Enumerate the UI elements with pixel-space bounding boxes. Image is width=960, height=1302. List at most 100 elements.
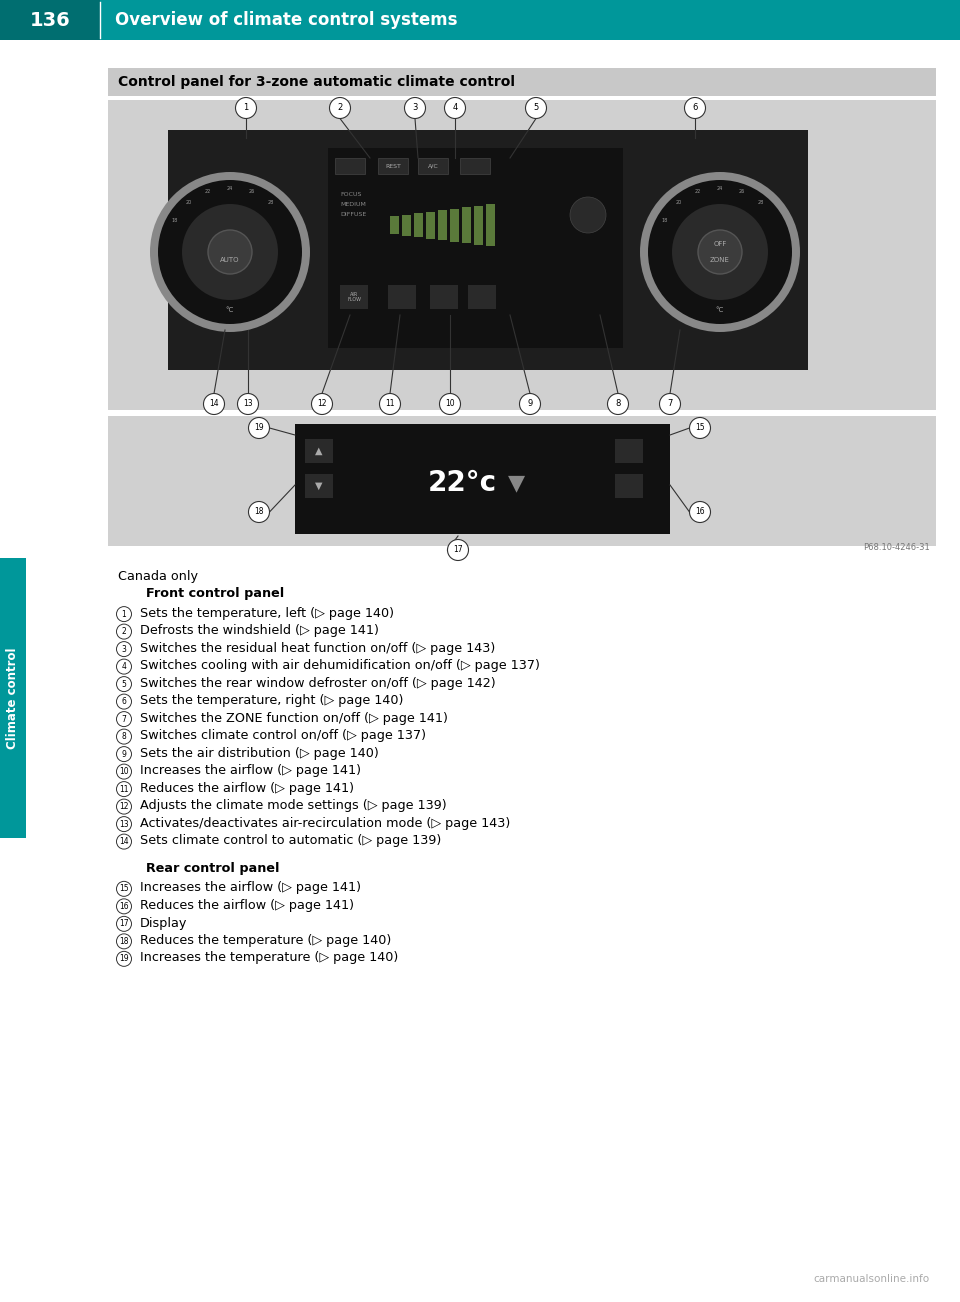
Text: Switches the residual heat function on/off (▷ page 143): Switches the residual heat function on/o… — [140, 642, 495, 655]
Text: 13: 13 — [119, 819, 129, 828]
Text: 136: 136 — [30, 10, 70, 30]
Text: 24: 24 — [717, 185, 723, 190]
Circle shape — [116, 677, 132, 691]
Text: Adjusts the climate mode settings (▷ page 139): Adjusts the climate mode settings (▷ pag… — [140, 799, 446, 812]
Bar — [615, 474, 643, 497]
Text: 18: 18 — [661, 217, 668, 223]
Bar — [108, 68, 936, 96]
Text: Switches the ZONE function on/off (▷ page 141): Switches the ZONE function on/off (▷ pag… — [140, 712, 448, 725]
Text: 20: 20 — [185, 201, 192, 206]
Text: Sets the air distribution (▷ page 140): Sets the air distribution (▷ page 140) — [140, 747, 379, 760]
Text: Display: Display — [140, 917, 187, 930]
Circle shape — [116, 934, 132, 949]
Circle shape — [150, 172, 310, 332]
Bar — [402, 215, 411, 236]
Text: 28: 28 — [758, 201, 764, 206]
Text: 19: 19 — [119, 954, 129, 963]
Circle shape — [116, 642, 132, 656]
Text: 12: 12 — [119, 802, 129, 811]
Circle shape — [660, 393, 681, 414]
Bar — [462, 207, 471, 243]
Text: 9: 9 — [122, 750, 127, 759]
Text: AIR
FLOW: AIR FLOW — [347, 292, 361, 302]
Text: 20: 20 — [676, 201, 682, 206]
Circle shape — [689, 501, 710, 522]
Text: Canada only: Canada only — [118, 570, 198, 583]
Text: Increases the temperature (▷ page 140): Increases the temperature (▷ page 140) — [140, 952, 398, 965]
Circle shape — [379, 393, 400, 414]
Bar — [474, 206, 483, 245]
Text: Front control panel: Front control panel — [146, 587, 284, 600]
Circle shape — [158, 180, 302, 324]
Circle shape — [249, 418, 270, 439]
Bar — [340, 285, 368, 309]
Text: 3: 3 — [122, 644, 127, 654]
Circle shape — [182, 204, 278, 299]
Text: Reduces the airflow (▷ page 141): Reduces the airflow (▷ page 141) — [140, 898, 354, 911]
Circle shape — [519, 393, 540, 414]
Circle shape — [116, 624, 132, 639]
Bar — [430, 285, 458, 309]
Circle shape — [116, 712, 132, 727]
Text: 8: 8 — [615, 400, 621, 409]
Text: P68.10-4246-31: P68.10-4246-31 — [863, 543, 930, 552]
Circle shape — [116, 729, 132, 745]
Text: DIFFUSE: DIFFUSE — [340, 212, 367, 217]
Circle shape — [116, 764, 132, 779]
Circle shape — [698, 230, 742, 273]
Circle shape — [689, 418, 710, 439]
Text: 14: 14 — [119, 837, 129, 846]
Text: Switches the rear window defroster on/off (▷ page 142): Switches the rear window defroster on/of… — [140, 677, 495, 690]
Text: REST: REST — [385, 164, 401, 168]
Text: carmanualsonline.info: carmanualsonline.info — [814, 1273, 930, 1284]
Circle shape — [116, 694, 132, 710]
Text: 8: 8 — [122, 732, 127, 741]
Bar — [305, 474, 333, 497]
Circle shape — [237, 393, 258, 414]
Text: 22: 22 — [205, 189, 211, 194]
Text: 22: 22 — [695, 189, 701, 194]
Text: 10: 10 — [445, 400, 455, 409]
Circle shape — [570, 197, 606, 233]
Bar — [468, 285, 496, 309]
Text: 17: 17 — [453, 546, 463, 555]
Bar — [328, 148, 623, 348]
Text: 16: 16 — [695, 508, 705, 517]
Circle shape — [672, 204, 768, 299]
Text: OFF: OFF — [713, 241, 727, 247]
Circle shape — [525, 98, 546, 118]
Circle shape — [116, 917, 132, 931]
Bar — [486, 204, 495, 246]
Bar — [108, 100, 936, 410]
Text: 2: 2 — [337, 103, 343, 112]
Circle shape — [311, 393, 332, 414]
Text: 24: 24 — [227, 185, 233, 190]
Text: 15: 15 — [119, 884, 129, 893]
Text: 12: 12 — [317, 400, 326, 409]
Bar — [450, 210, 459, 242]
Bar — [305, 439, 333, 464]
Bar — [615, 439, 643, 464]
Bar — [295, 424, 670, 534]
Circle shape — [235, 98, 256, 118]
Text: 14: 14 — [209, 400, 219, 409]
Text: 26: 26 — [739, 189, 745, 194]
Circle shape — [640, 172, 800, 332]
Text: Reduces the temperature (▷ page 140): Reduces the temperature (▷ page 140) — [140, 934, 392, 947]
Text: 15: 15 — [695, 423, 705, 432]
Text: 28: 28 — [268, 201, 275, 206]
Text: Switches climate control on/off (▷ page 137): Switches climate control on/off (▷ page … — [140, 729, 426, 742]
Circle shape — [648, 180, 792, 324]
Text: 11: 11 — [385, 400, 395, 409]
Circle shape — [329, 98, 350, 118]
Bar — [335, 158, 365, 174]
Text: Sets the temperature, left (▷ page 140): Sets the temperature, left (▷ page 140) — [140, 607, 394, 620]
Bar — [0, 559, 26, 838]
Text: 9: 9 — [527, 400, 533, 409]
Text: Switches cooling with air dehumidification on/off (▷ page 137): Switches cooling with air dehumidificati… — [140, 659, 540, 672]
Circle shape — [116, 816, 132, 832]
Text: 7: 7 — [122, 715, 127, 724]
Text: Reduces the airflow (▷ page 141): Reduces the airflow (▷ page 141) — [140, 781, 354, 794]
Circle shape — [440, 393, 461, 414]
Text: ▼: ▼ — [509, 473, 525, 493]
